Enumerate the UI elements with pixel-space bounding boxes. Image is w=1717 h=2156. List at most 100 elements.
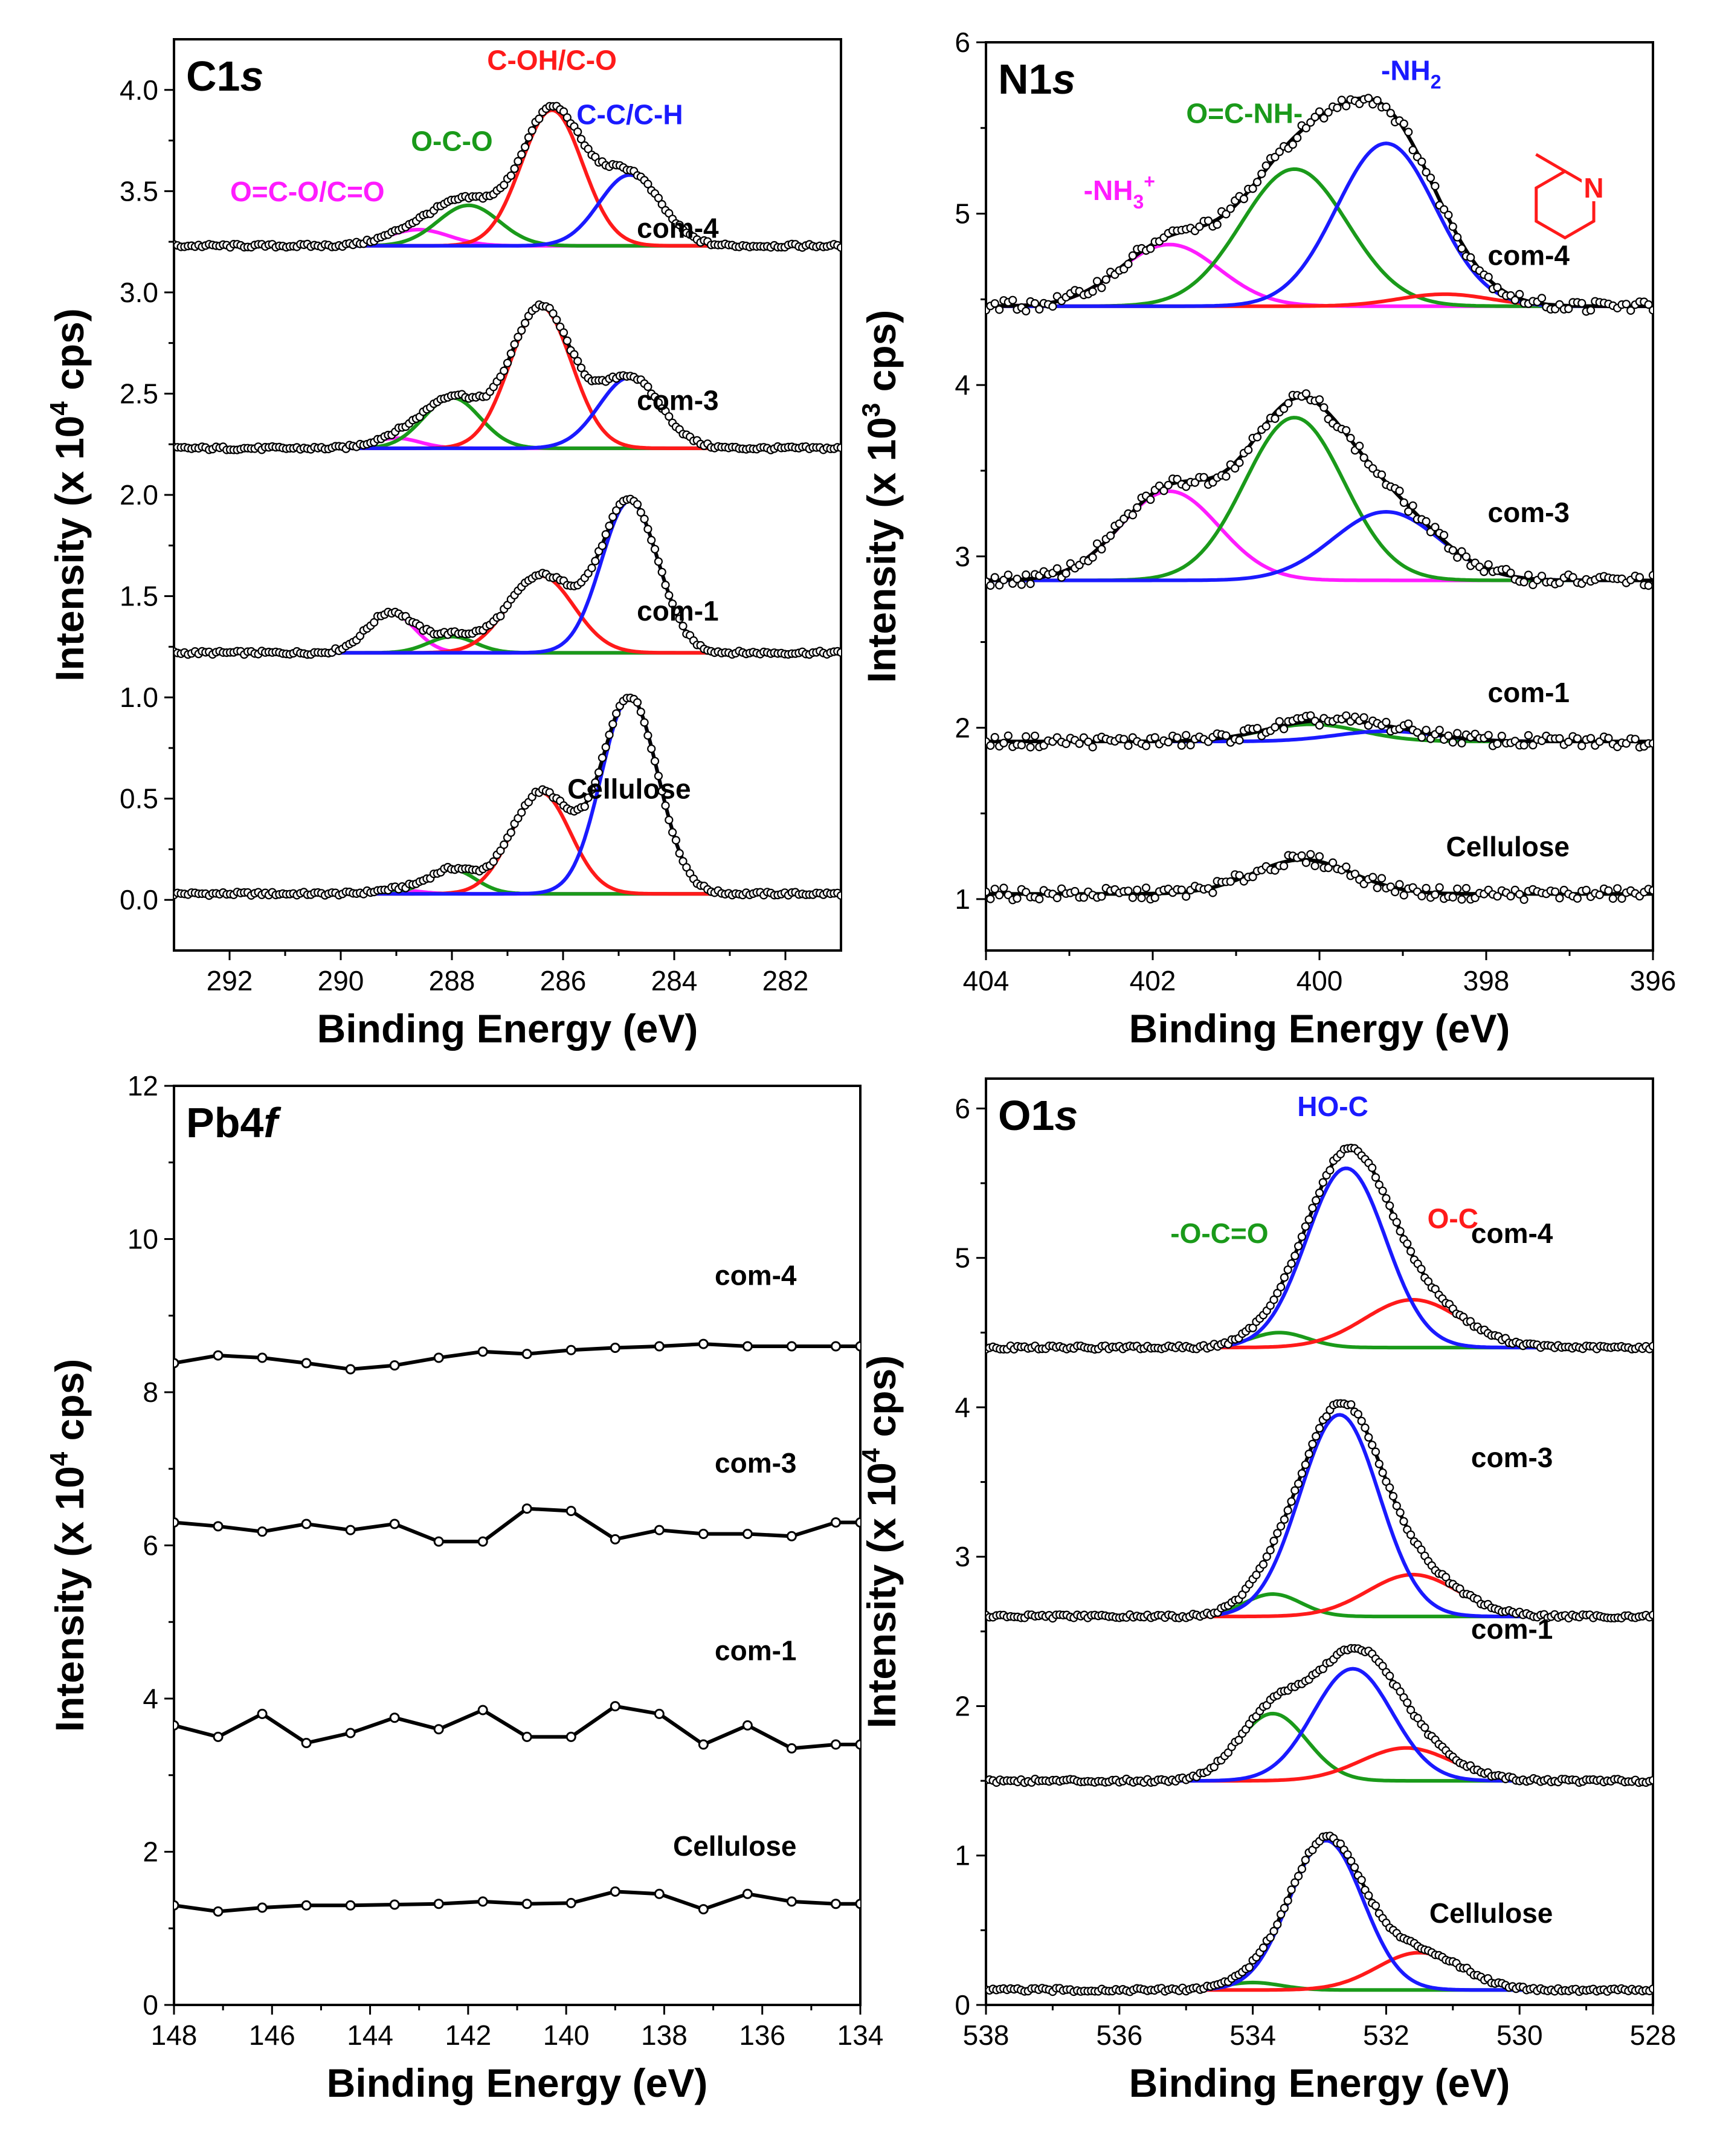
o1s-xtick-label: 530 <box>1496 2019 1543 2051</box>
raw-data-point-com-4 <box>1213 220 1222 229</box>
raw-data-point-cellulose <box>661 801 670 810</box>
raw-data-point-com-4 <box>1626 306 1635 315</box>
data-point-com-1 <box>389 1712 400 1723</box>
data-point-com-3 <box>855 1517 860 1528</box>
raw-data-point-com-3 <box>836 443 841 453</box>
raw-data-point-com-4 <box>1271 152 1280 162</box>
raw-data-point-com-1 <box>1275 717 1284 726</box>
raw-data-point-com-1 <box>1453 729 1462 738</box>
raw-data-point-com-1 <box>1124 741 1133 750</box>
raw-data-point-com-4 <box>1222 210 1231 219</box>
raw-data-point-cellulose <box>1457 895 1466 904</box>
n1s-ylabel: Intensity (x 103 cps) <box>857 310 904 683</box>
series-label-cellulose: Cellulose <box>567 773 691 805</box>
o1s-ytick-label: 4 <box>955 1392 970 1423</box>
raw-data-point-com-4 <box>1417 1265 1426 1274</box>
raw-data-point-com-4 <box>1195 222 1204 231</box>
raw-data-point-com-4 <box>1275 147 1284 157</box>
raw-data-point-com-4 <box>524 133 533 142</box>
raw-data-point-com-1 <box>1280 725 1289 734</box>
raw-data-point-cellulose <box>1079 893 1089 902</box>
raw-data-point-com-4 <box>1648 306 1653 315</box>
c1s-plot-area <box>174 102 841 900</box>
raw-data-point-com-1 <box>1252 723 1262 733</box>
raw-data-point-com-4 <box>527 126 536 135</box>
raw-data-point-com-1 <box>1030 731 1040 740</box>
raw-data-point-com-4 <box>1304 1215 1313 1224</box>
raw-data-point-com-3 <box>1258 1560 1268 1569</box>
raw-data-point-com-3 <box>1506 568 1515 578</box>
peak-label-magenta: O=C-O/C=O <box>230 176 385 207</box>
data-point-cellulose <box>257 1902 268 1913</box>
raw-data-point-com-4 <box>1248 184 1257 193</box>
peak-label-red: O-C <box>1428 1202 1478 1234</box>
raw-data-point-cellulose <box>1137 893 1146 903</box>
data-point-com-4 <box>521 1349 532 1360</box>
raw-data-point-cellulose <box>643 731 652 740</box>
data-point-com-1 <box>213 1731 224 1742</box>
raw-data-point-cellulose <box>601 743 610 752</box>
raw-data-point-com-1 <box>1235 735 1244 745</box>
raw-data-point-com-1 <box>643 524 652 534</box>
c1s-ytick-label: 3.0 <box>120 277 158 308</box>
raw-data-point-com-3 <box>1052 564 1061 573</box>
raw-data-point-cellulose <box>594 768 604 777</box>
raw-data-point-com-4 <box>1510 295 1519 305</box>
raw-data-point-cellulose <box>1182 892 1191 901</box>
raw-data-point-cellulose <box>1357 1876 1366 1885</box>
pb4f-xtick-label: 138 <box>641 2019 688 2051</box>
raw-data-point-cellulose <box>1141 883 1151 892</box>
raw-data-point-com-4 <box>1269 1295 1278 1305</box>
raw-data-point-com-3 <box>506 349 515 358</box>
data-point-com-4 <box>213 1350 224 1361</box>
pb4f-xtick-label: 136 <box>739 2019 785 2051</box>
raw-data-point-cellulose <box>500 840 509 850</box>
raw-data-point-cellulose <box>517 808 526 817</box>
raw-data-point-cellulose <box>1515 889 1524 899</box>
pb4f-panel: 148 146 144 142 140 138 136 134 0 2 4 6 8 10 12 Binding… <box>45 1070 883 2105</box>
raw-data-point-com-1 <box>640 514 649 524</box>
data-point-cellulose <box>301 1900 312 1911</box>
raw-data-point-cellulose <box>1608 894 1617 903</box>
raw-data-point-com-4 <box>1088 287 1097 296</box>
raw-data-point-cellulose <box>665 815 674 825</box>
raw-data-point-cellulose <box>1287 1885 1296 1894</box>
raw-data-point-com-3 <box>1537 572 1547 581</box>
raw-data-point-com-4 <box>1537 294 1547 303</box>
raw-data-point-com-1 <box>1420 1723 1429 1732</box>
series-label-com-3: com-3 <box>1488 497 1570 528</box>
raw-data-point-com-1 <box>1141 741 1151 750</box>
raw-data-point-cellulose <box>1273 1920 1282 1929</box>
raw-data-point-cellulose <box>1573 894 1582 903</box>
raw-data-point-com-3 <box>1097 544 1106 554</box>
raw-data-point-cellulose <box>1350 1863 1359 1872</box>
raw-data-point-com-1 <box>654 557 663 566</box>
raw-data-point-com-4 <box>514 157 523 166</box>
series-label-com-3: com-3 <box>637 384 718 416</box>
raw-data-point-cellulose <box>999 883 1008 892</box>
peak-label-blue: C-C/C-H <box>576 99 683 131</box>
raw-data-point-com-4 <box>1622 300 1631 309</box>
raw-data-point-com-1 <box>1444 731 1453 740</box>
o1s-panel-title: O1s <box>998 1092 1078 1139</box>
pb4f-ytick-label: 12 <box>127 1070 158 1102</box>
raw-data-point-com-4 <box>1403 1239 1412 1248</box>
raw-data-point-cellulose <box>598 753 607 763</box>
n1s-ytick-label: 6 <box>955 27 970 58</box>
raw-data-point-com-3 <box>1364 1433 1373 1442</box>
data-point-cellulose <box>477 1896 488 1907</box>
raw-data-point-com-3 <box>552 315 561 324</box>
raw-data-point-cellulose <box>1035 894 1044 904</box>
raw-data-point-com-3 <box>1022 570 1031 579</box>
raw-data-point-cellulose <box>1124 886 1133 896</box>
raw-data-point-com-3 <box>1357 1416 1366 1425</box>
series-label-com-1: com-1 <box>1471 1613 1553 1645</box>
raw-data-point-cellulose <box>1448 892 1457 902</box>
raw-data-point-com-1 <box>1422 726 1431 735</box>
raw-data-point-com-3 <box>990 573 999 582</box>
raw-data-point-com-1 <box>1497 731 1506 741</box>
raw-data-point-com-1 <box>657 567 666 576</box>
raw-data-point-com-1 <box>1382 717 1391 727</box>
raw-data-point-cellulose <box>1294 1871 1303 1880</box>
data-point-com-3 <box>174 1517 179 1528</box>
